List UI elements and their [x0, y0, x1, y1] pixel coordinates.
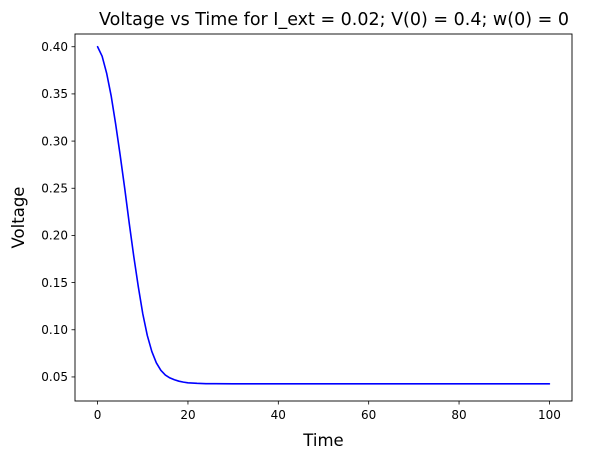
y-axis-label: Voltage [9, 187, 28, 249]
x-tick-label: 80 [451, 408, 466, 422]
series-layer [96, 45, 551, 385]
y-tick-label: 0.35 [41, 87, 68, 101]
y-tick-label: 0.40 [41, 40, 68, 54]
x-tick-label: 40 [271, 408, 286, 422]
chart-title: Voltage vs Time for I_ext = 0.02; V(0) =… [99, 10, 569, 30]
y-tick-label: 0.05 [41, 370, 68, 384]
y-axis-ticks: 0.05 0.10 0.15 0.20 0.25 0.30 0.35 0.40 [41, 40, 75, 384]
y-tick-label: 0.20 [41, 229, 68, 243]
y-tick-label: 0.25 [41, 181, 68, 195]
x-tick-label: 0 [94, 408, 102, 422]
x-axis-ticks: 0 20 40 60 80 100 [94, 401, 561, 422]
y-tick-label: 0.10 [41, 323, 68, 337]
x-axis-label: Time [302, 431, 343, 450]
x-tick-label: 100 [538, 408, 561, 422]
y-tick-label: 0.30 [41, 134, 68, 148]
x-tick-label: 20 [180, 408, 195, 422]
y-tick-label: 0.15 [41, 276, 68, 290]
voltage-series-line [96, 45, 551, 385]
plot-frame [74, 33, 573, 402]
x-tick-label: 60 [361, 408, 376, 422]
